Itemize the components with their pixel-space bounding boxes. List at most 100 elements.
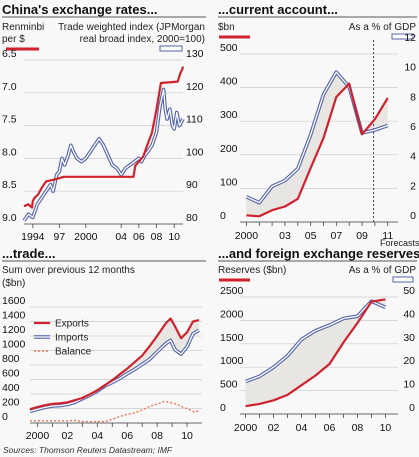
imports-line-inner [29,329,200,413]
y-tick-label: 0 [2,411,8,423]
y-tick-label-right: 30 [403,332,415,344]
forecasts-label: Forecasts [380,238,419,248]
y-tick-label-right: 80 [186,212,198,224]
y-tick-label: 1600 [2,295,26,307]
y-tick-label-right: 120 [186,81,204,93]
y-tick-label-left: 1500 [220,332,244,344]
y-tick-label: 200 [2,397,20,409]
right-axis-label: Trade weighted index (JPMorgan [58,22,205,33]
y-tick-label-right: 2 [410,180,416,192]
x-tick-label: 06 [121,430,133,442]
y-tick-label-right: 100 [186,146,204,158]
x-tick-label: 2000 [74,231,98,243]
left-axis-label: per $ [2,34,25,45]
y-tick-label-left: 7.0 [2,81,17,93]
y-tick-label: 800 [2,353,20,365]
y-tick-label-right: 90 [186,179,198,191]
y-tick-label-right: 4 [410,151,416,163]
series-gap-fill [246,72,388,217]
x-tick-label: 04 [296,422,308,434]
panel-title: ...and foreign exchange reserves [218,246,419,261]
y-tick-label-left: 0 [220,210,226,222]
y-tick-label-left: 2000 [220,308,244,320]
gdp-share-key-swatch [391,33,414,40]
reserves-line [245,298,386,408]
y-tick-label-left: 8.0 [2,146,17,158]
y-tick-label-left: 200 [220,143,238,155]
left-axis-label: $bn [218,22,235,33]
y-tick-label-right: 10 [403,379,415,391]
current-account-line [246,82,389,218]
x-tick-label: 05 [305,230,317,242]
y-tick-label-right: 110 [186,114,203,126]
panel-title: ...trade... [2,246,55,261]
y-tick-label-left: 8.5 [2,179,17,191]
x-tick-label: 06 [324,422,336,434]
series-gap-fill [30,318,199,412]
y-tick-label-left: 2500 [220,285,244,297]
y-tick-label-right: 0 [410,210,416,222]
x-tick-label: 04 [91,430,103,442]
legend-label: Exports [55,319,89,330]
y-tick-label-right: 6 [410,121,416,133]
x-tick-label: 07 [330,230,342,242]
y-tick-label-right: 40 [403,308,415,320]
gdp-share-key-swatch [392,276,414,283]
left-axis-label: Renminbi [2,22,44,33]
y-tick-label-right: 50 [403,285,415,297]
y-tick-label-right: 130 [186,48,204,60]
source-note: Sources: Thomson Reuters Datastream; IMF [3,445,173,455]
y-tick-label: 1400 [2,310,26,322]
x-tick-label: 08 [151,231,163,243]
y-tick-label-right: 12 [404,32,416,44]
y-tick-label: 600 [2,368,20,380]
y-tick-label-left: 400 [220,76,238,88]
y-tick-label-right: 20 [403,355,415,367]
x-tick-label: 04 [115,231,127,243]
x-tick-label: 10 [181,430,193,442]
x-tick-label: 2000 [26,430,50,442]
x-tick-label: 03 [279,230,291,242]
y-tick-label: 400 [2,382,20,394]
y-tick-label-left: 1000 [220,355,244,367]
legend-label: Imports [55,333,88,344]
exports-line [29,317,200,411]
x-tick-label: 10 [380,422,392,434]
series-gap-fill [245,299,386,407]
balance-line [30,400,200,423]
x-tick-label: 02 [62,430,74,442]
trade-index-key-swatch [159,45,183,52]
x-tick-label: 11 [382,230,393,242]
x-tick-label: 06 [133,231,145,243]
y-tick-label-left: 7.5 [2,114,17,126]
y-tick-label-left: 0 [220,402,226,414]
legend-label: Balance [55,347,92,358]
panel-title: China's exchange rates... [2,2,158,17]
panel-title: ...current account... [218,2,338,17]
y-tick-label-left: 500 [220,379,238,391]
gdp-share-line-inner [245,300,386,383]
y-tick-label-left: 300 [220,109,238,121]
x-tick-label: 2000 [234,422,258,434]
x-tick-label: 1994 [21,231,45,243]
x-tick-label: 02 [268,422,280,434]
renminbi-line [23,66,185,209]
x-tick-label: 2000 [235,230,259,242]
legend: Exports Imports Balance [34,319,92,358]
right-axis-label: As a % of GDP [349,22,417,33]
left-axis-label: Reserves ($bn) [218,265,286,276]
left-axis-label: Sum over previous 12 months [2,265,135,276]
x-tick-label: 08 [352,422,364,434]
y-tick-label-left: 9.0 [2,212,17,224]
x-tick-label: 09 [356,230,368,242]
panel-trade: ...trade... Sum over previous 12 months … [2,246,202,442]
right-axis-label: As a % of GDP [349,265,417,276]
y-tick-label-left: 100 [220,176,238,188]
y-tick-label-right: 0 [409,402,415,414]
y-tick-label-left: 500 [220,42,238,54]
y-tick-label-left: 6.5 [2,48,17,60]
panel-current-account: ...current account... $bn As a % of GDP … [218,2,419,248]
left-axis-label: ($bn) [2,278,25,289]
